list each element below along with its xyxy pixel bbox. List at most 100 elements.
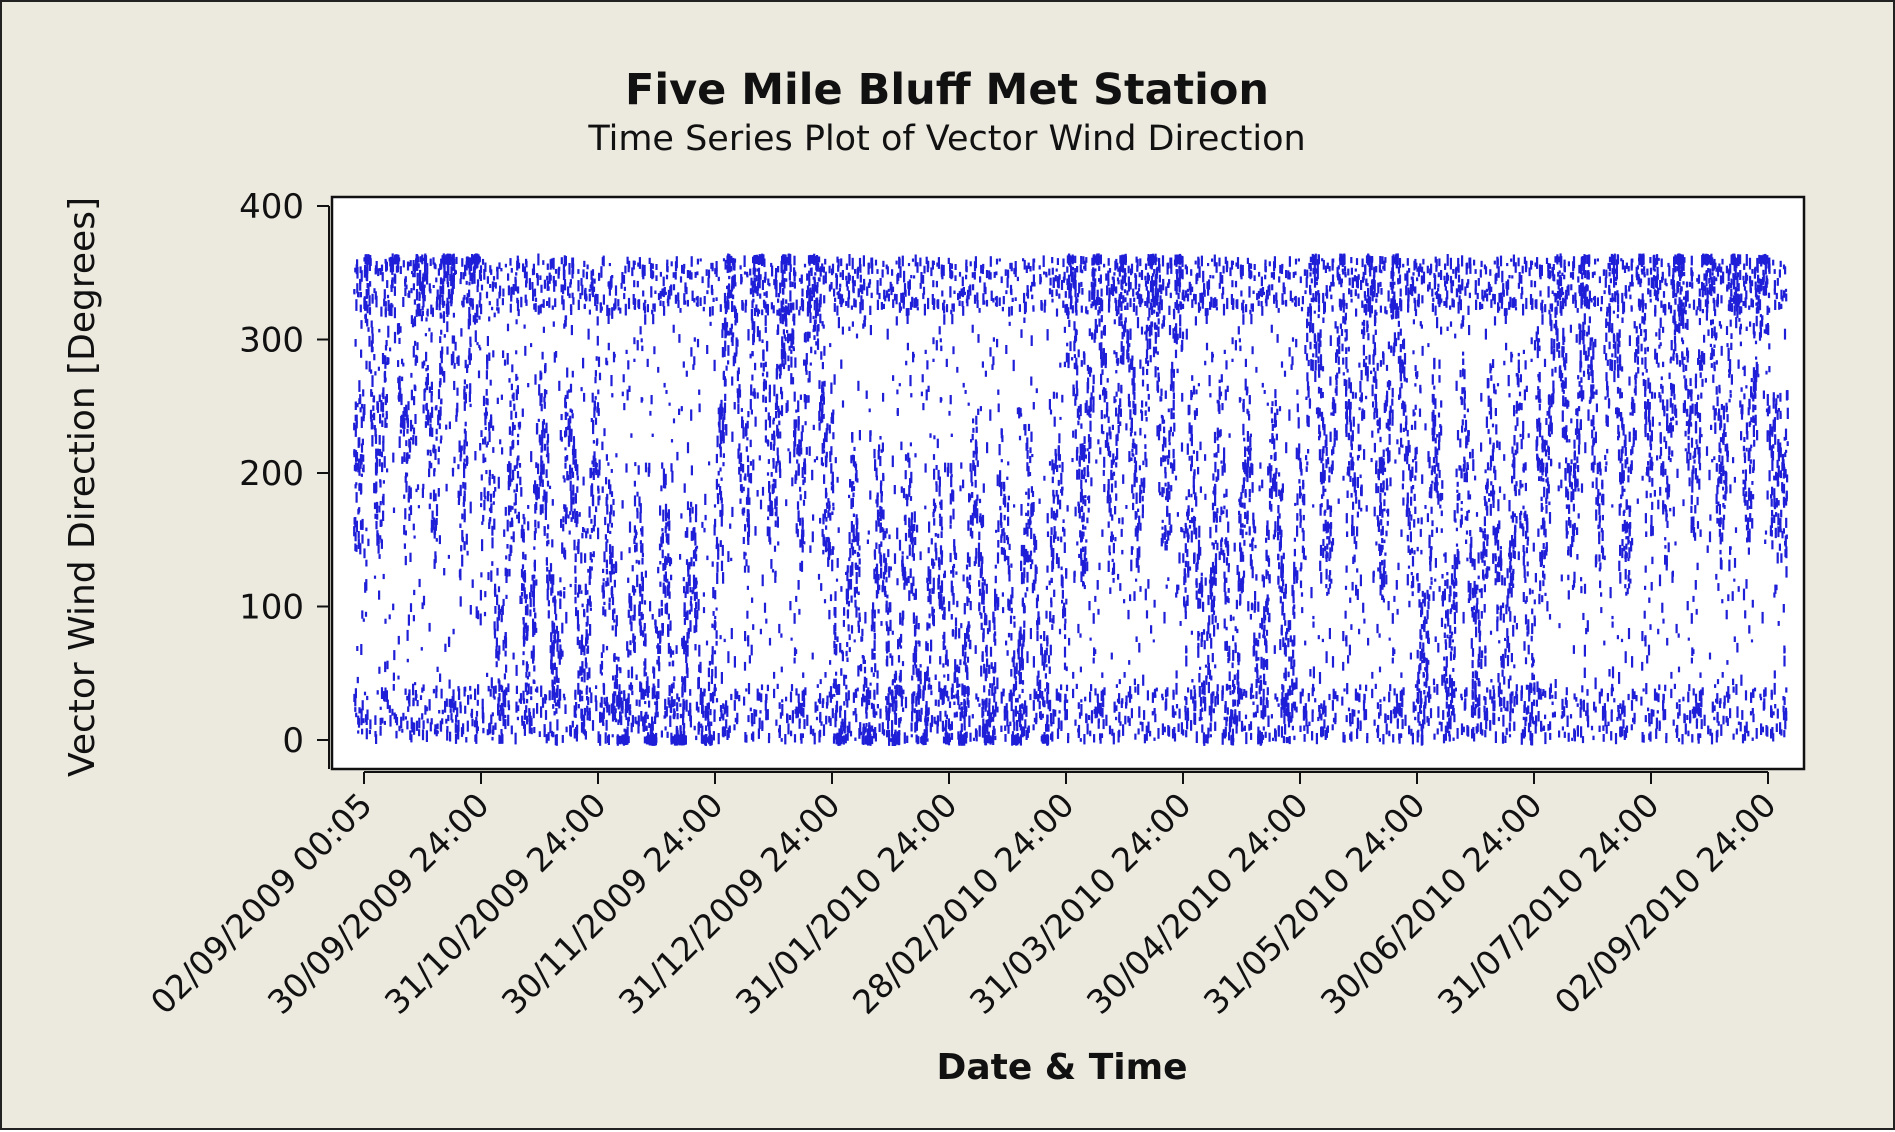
data-point [876,571,879,583]
data-point [791,377,795,385]
data-point [669,707,672,713]
data-point [443,275,446,282]
data-point [684,685,687,693]
data-point [577,269,580,274]
data-point [896,731,899,743]
data-point [846,565,849,573]
data-point [707,737,710,743]
data-point [663,574,666,582]
data-point [873,653,876,660]
data-point [526,625,529,632]
data-point [926,709,929,717]
data-point [720,672,723,684]
data-point [511,394,514,399]
data-point [670,683,673,694]
data-point [660,608,663,616]
data-point [482,395,486,406]
data-point [596,316,599,326]
data-point [356,646,359,651]
data-point [527,521,530,531]
data-point [570,430,573,442]
data-point [661,528,664,532]
data-point [563,269,566,279]
data-point [478,344,481,349]
data-point [929,433,932,438]
data-point [452,628,455,635]
data-point [657,366,660,373]
data-point [622,275,626,284]
data-point [592,551,595,558]
data-point [683,608,686,617]
data-point [523,698,526,704]
data-point [482,712,485,723]
data-point [736,339,739,347]
data-point [756,268,759,272]
data-point [929,722,932,733]
data-point [464,705,467,714]
data-point [591,460,594,465]
data-point [755,709,758,717]
data-point [882,305,885,309]
data-point [381,272,384,282]
data-point [696,338,700,348]
data-point [885,290,888,298]
data-point [722,462,725,467]
data-point [716,572,719,584]
data-point [368,335,371,347]
data-point [659,300,662,306]
data-point [408,290,411,298]
data-point [486,336,489,346]
data-point [911,296,914,308]
data-point [563,591,566,599]
data-point [930,715,934,727]
data-point [761,720,764,731]
data-point [523,724,526,736]
data-point [597,356,601,367]
data-point [566,426,569,431]
data-point [551,539,554,548]
data-point [510,410,513,420]
data-point [504,632,507,640]
data-point [682,737,685,743]
data-point [657,566,660,574]
data-point [917,677,920,682]
data-point [731,259,734,266]
data-point [654,712,657,718]
data-point [514,411,518,419]
data-point [598,372,602,381]
data-point [523,636,526,645]
data-point [610,491,614,497]
data-point [466,364,469,368]
data-point [497,604,500,611]
data-point [698,721,701,732]
data-point [831,546,834,555]
data-point [504,637,508,649]
data-point [915,297,918,308]
data-point [688,609,691,615]
data-point [496,267,499,280]
data-point [882,392,885,402]
data-point [790,333,793,345]
data-point [488,422,491,432]
data-point [469,605,472,615]
data-point [832,736,836,744]
data-point [863,676,866,685]
data-point [589,467,592,479]
data-point [513,403,516,411]
data-point [707,269,711,279]
data-point [922,293,925,300]
data-point [914,652,918,663]
data-point [870,736,873,744]
data-point [580,636,583,648]
data-point [653,346,656,355]
data-point [640,528,643,532]
data-point [900,633,903,643]
data-point [819,313,822,324]
data-point [666,266,669,273]
data-point [927,385,930,392]
data-point [821,393,824,401]
data-point [798,278,802,282]
data-point [764,361,767,368]
data-point [829,451,832,463]
data-point [667,583,670,595]
